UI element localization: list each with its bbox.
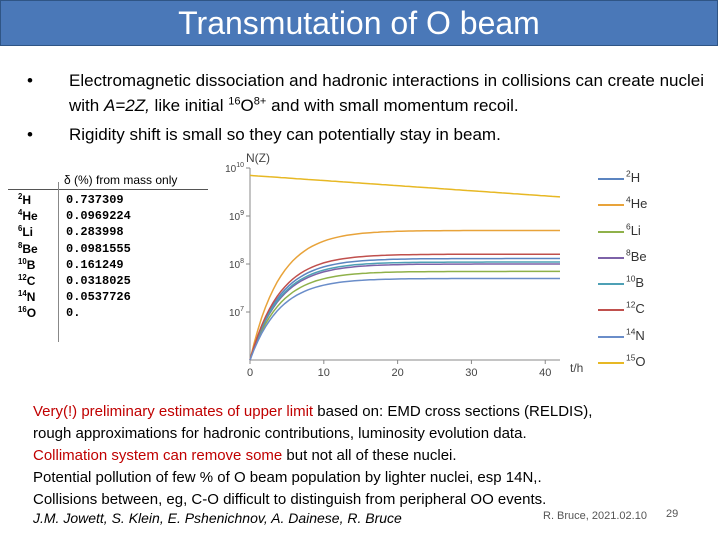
nuclide-label: 10B	[18, 256, 36, 272]
delta-value: 0.737309	[66, 193, 124, 207]
nuclide-label: 14N	[18, 289, 36, 305]
bullet-dot-icon: •	[27, 71, 33, 90]
table-row: 14N 0.0537726	[8, 289, 208, 305]
legend-label: 10B	[626, 273, 645, 291]
legend-item: 6Li	[598, 221, 708, 249]
x-tick-label: 0	[247, 367, 253, 379]
legend-swatch	[598, 309, 624, 312]
legend-item: 8Be	[598, 247, 708, 275]
series-line-8Be	[249, 263, 560, 361]
series-line-14N	[249, 277, 560, 361]
table-row: 16O 0.	[8, 305, 208, 321]
legend-label: 2H	[626, 168, 641, 185]
body-line: Collisions between, eg, C-O difficult to…	[33, 491, 547, 508]
nuclide-label: 6Li	[18, 224, 34, 240]
bullet-item: • Rigidity shift is small so they can po…	[24, 122, 704, 147]
bullet-text-mid: like initial	[149, 96, 229, 115]
legend-label: 8Be	[626, 247, 647, 264]
series-line-4He	[249, 229, 560, 361]
bullet-sup2: 8+	[253, 95, 267, 108]
table-column-divider	[58, 182, 59, 342]
bullet-base: O	[240, 96, 254, 115]
legend-swatch	[598, 256, 624, 259]
legend-label: 12C	[626, 300, 645, 317]
x-tick-label: 30	[465, 367, 477, 379]
bullet-item: • Electromagnetic dissociation and hadro…	[24, 68, 704, 118]
table-row: 4He 0.0969224	[8, 208, 208, 224]
bullet-dot-icon: •	[27, 125, 33, 144]
body-line: Potential pollution of few % of O beam p…	[33, 469, 542, 486]
legend-swatch	[598, 204, 624, 207]
delta-value: 0.0981555	[66, 241, 131, 256]
legend-item: 10B	[598, 275, 708, 301]
bullet-sup1: 16	[228, 95, 241, 108]
nuclide-label: 8Be	[18, 240, 38, 256]
y-tick-label: 109	[229, 210, 244, 223]
series-line-6Li	[249, 270, 560, 361]
delta-value: 0.161249	[66, 257, 124, 272]
table-header: δ (%) from mass only	[64, 173, 178, 187]
table-row: 8Be 0.0981555	[8, 241, 208, 257]
nuclide-label: 4He	[18, 208, 38, 224]
x-tick-label: 10	[318, 367, 330, 379]
delta-value: 0.0537726	[66, 290, 131, 305]
legend-label: 14N	[626, 326, 645, 343]
table-row: 6Li 0.283998	[8, 224, 208, 240]
bullet-text-post: and with small momentum recoil.	[266, 96, 519, 115]
bullet-list: • Electromagnetic dissociation and hadro…	[24, 68, 704, 151]
x-tick-label: 20	[391, 367, 403, 379]
table-row: 10B 0.161249	[8, 257, 208, 273]
table-row: 12C 0.0318025	[8, 273, 208, 289]
nuclide-label: 12C	[18, 272, 36, 288]
body-line: Collimation system can remove some but n…	[33, 447, 457, 464]
legend-swatch	[598, 283, 624, 286]
page-number: 29	[666, 508, 679, 520]
authors: J.M. Jowett, S. Klein, E. Pshenichnov, A…	[33, 510, 402, 526]
legend-swatch	[598, 230, 624, 233]
table-divider	[8, 189, 208, 190]
y-tick-label: 107	[229, 306, 244, 319]
legend-item: 4He	[598, 196, 708, 222]
legend-label: 6Li	[626, 221, 641, 238]
delta-value: 0.0969224	[66, 209, 131, 224]
delta-value: 0.	[66, 306, 81, 321]
y-tick-label: 1010	[225, 162, 244, 175]
body-highlight: Very(!) preliminary estimates of upper l…	[33, 403, 314, 420]
delta-value: 0.283998	[66, 225, 124, 240]
legend-label: 15O	[626, 352, 646, 370]
body-text: Very(!) preliminary estimates of upper l…	[33, 401, 683, 511]
legend-label: 4He	[626, 194, 648, 212]
y-axis-label: N(Z)	[246, 151, 270, 165]
bullet-text-italic: A=2Z,	[103, 96, 150, 115]
legend-item: 12C	[598, 301, 708, 327]
series-line-12C	[249, 253, 560, 361]
table-row: 2H 0.737309	[8, 192, 208, 208]
chart-legend: 2H 4He 6Li 8Be 10B 12C 14N 15O	[598, 168, 708, 380]
population-chart: N(Z) t/h 0 10 20 30 40 1010 109 108 107	[225, 151, 583, 379]
slide-title: Transmutation of O beam	[178, 5, 540, 41]
legend-swatch	[598, 178, 624, 180]
series-line-16O	[249, 174, 561, 198]
legend-item: 15O	[598, 354, 708, 380]
nuclide-label: 16O	[18, 305, 37, 321]
legend-item: 14N	[598, 326, 708, 354]
title-bar: Transmutation of O beam	[0, 0, 718, 46]
y-tick-label: 108	[229, 258, 244, 271]
legend-swatch	[598, 362, 624, 365]
series-line-2H	[249, 257, 560, 361]
legend-swatch	[598, 335, 624, 338]
body-line: Very(!) preliminary estimates of upper l…	[33, 403, 593, 420]
x-tick-label: 40	[539, 367, 551, 379]
series-line-10B	[249, 261, 560, 361]
bullet-text-pre: Electromagnetic dissociation and hadroni…	[69, 71, 705, 115]
mass-shift-table: 2H 0.737309 4He 0.0969224 6Li 0.283998 8Be 0…	[8, 192, 208, 322]
delta-value: 0.0318025	[66, 273, 131, 288]
bullet-text: Rigidity shift is small so they can pote…	[69, 125, 501, 144]
x-axis-label: t/h	[570, 361, 583, 375]
footer-date: R. Bruce, 2021.02.10	[543, 510, 647, 522]
legend-item: 2H	[598, 168, 708, 196]
body-line: rough approximations for hadronic contri…	[33, 425, 527, 442]
nuclide-label: 2H	[18, 192, 32, 207]
body-highlight: Collimation system can remove some	[33, 447, 283, 464]
